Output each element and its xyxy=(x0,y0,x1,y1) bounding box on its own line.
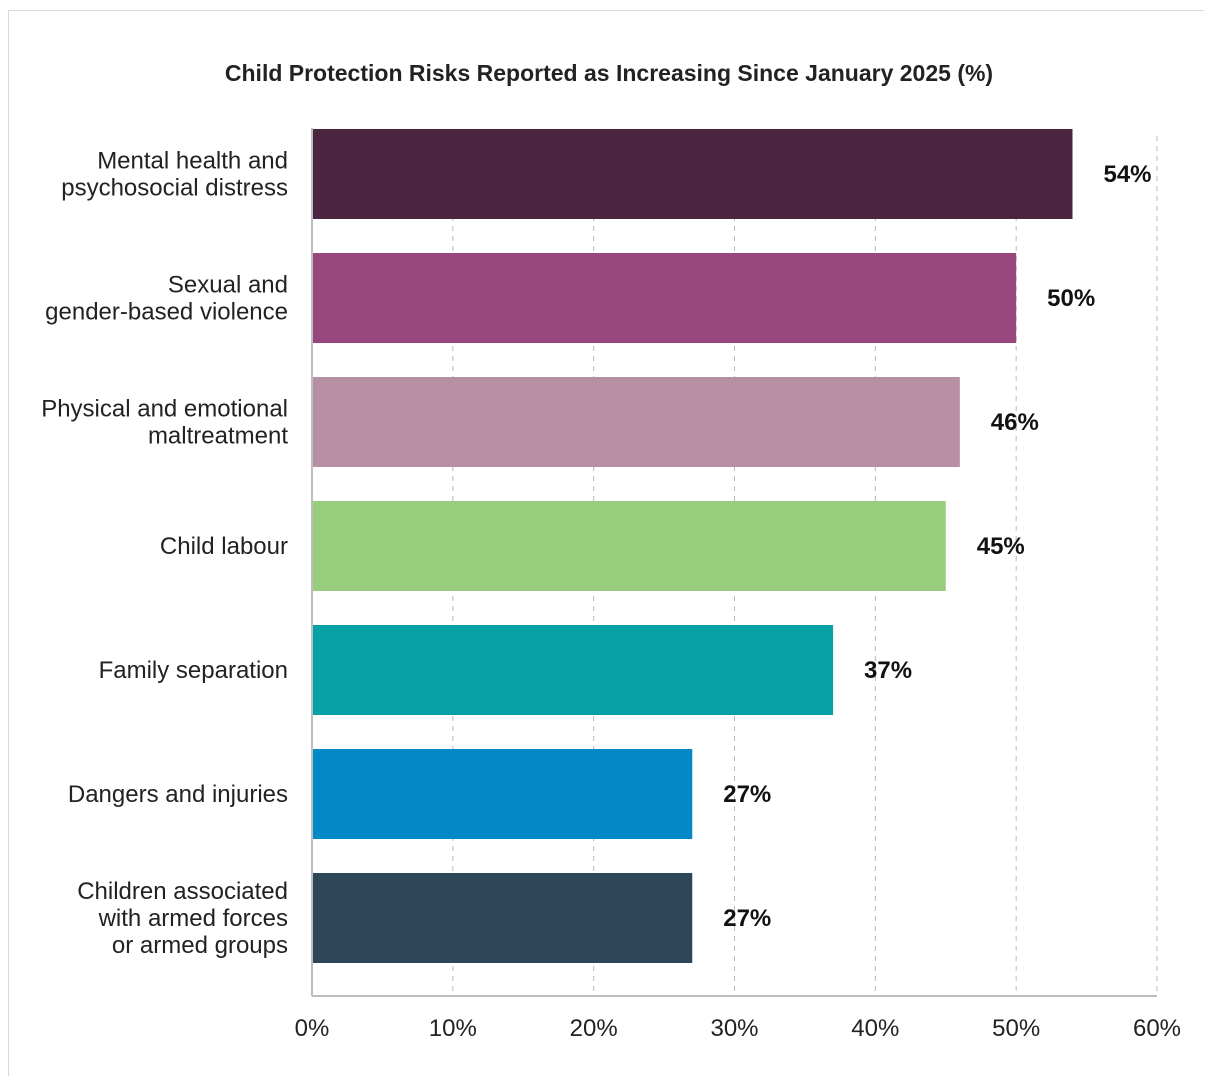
category-label-2-line-0: Physical and emotional xyxy=(41,396,288,423)
x-tick-label-60: 60% xyxy=(1133,1015,1181,1042)
category-label-6-line-1: with armed forces xyxy=(98,905,288,932)
category-label-6: Children associated with armed forces or a… xyxy=(77,878,288,959)
chart-frame xyxy=(8,10,1204,1076)
category-label-0-line-1: psychosocial distress xyxy=(61,175,288,202)
bar-2 xyxy=(313,377,960,467)
value-label-5: 27% xyxy=(723,781,771,808)
x-tick-label-0: 0% xyxy=(295,1015,330,1042)
value-labels: 54% 50% 46% 45% 37% 27% 27% xyxy=(723,161,1151,932)
bars xyxy=(313,129,1073,963)
category-label-6-line-0: Children associated xyxy=(77,878,288,905)
value-label-2: 46% xyxy=(991,409,1039,436)
bar-4 xyxy=(313,625,834,715)
category-label-2: Physical and emotional maltreatment xyxy=(41,396,288,450)
category-label-4: Family separation xyxy=(99,657,288,684)
x-tick-labels: 0% 10% 20% 30% 40% 50% 60% xyxy=(295,1015,1181,1042)
category-label-0-line-0: Mental health and xyxy=(97,148,288,175)
category-label-2-line-1: maltreatment xyxy=(148,423,288,450)
category-label-1-line-0: Sexual and xyxy=(168,272,288,299)
category-label-3: Child labour xyxy=(160,533,288,560)
chart-title: Child Protection Risks Reported as Incre… xyxy=(224,60,994,86)
bar-0 xyxy=(313,129,1073,219)
axes xyxy=(311,128,1157,997)
value-label-0: 54% xyxy=(1103,161,1151,188)
category-label-4-line-0: Family separation xyxy=(99,657,288,684)
category-label-1: Sexual and gender-based violence xyxy=(45,272,288,326)
value-label-3: 45% xyxy=(977,533,1025,560)
category-label-6-line-2: or armed groups xyxy=(112,932,288,959)
bar-3 xyxy=(313,501,946,591)
x-tick-label-20: 20% xyxy=(570,1015,618,1042)
bar-5 xyxy=(313,749,693,839)
value-label-4: 37% xyxy=(864,657,912,684)
bar-1 xyxy=(313,253,1017,343)
x-tick-label-50: 50% xyxy=(992,1015,1040,1042)
category-label-1-line-1: gender-based violence xyxy=(45,299,288,326)
category-labels: Mental health and psychosocial distress Se… xyxy=(41,148,288,960)
category-label-5-line-0: Dangers and injuries xyxy=(68,781,288,808)
value-label-1: 50% xyxy=(1047,285,1095,312)
x-tick-label-40: 40% xyxy=(851,1015,899,1042)
bar-6 xyxy=(313,873,693,963)
x-tick-label-10: 10% xyxy=(429,1015,477,1042)
x-tick-label-30: 30% xyxy=(710,1015,758,1042)
value-label-6: 27% xyxy=(723,905,771,932)
category-label-0: Mental health and psychosocial distress xyxy=(61,148,288,202)
category-label-5: Dangers and injuries xyxy=(68,781,288,808)
category-label-3-line-0: Child labour xyxy=(160,533,288,560)
